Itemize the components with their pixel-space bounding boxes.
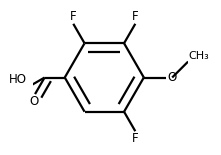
Text: O: O xyxy=(167,71,176,84)
Text: F: F xyxy=(132,132,139,145)
Text: O: O xyxy=(29,95,38,108)
Text: F: F xyxy=(70,10,77,23)
Text: CH₃: CH₃ xyxy=(189,51,210,61)
Text: HO: HO xyxy=(8,73,27,86)
Text: F: F xyxy=(132,10,139,23)
